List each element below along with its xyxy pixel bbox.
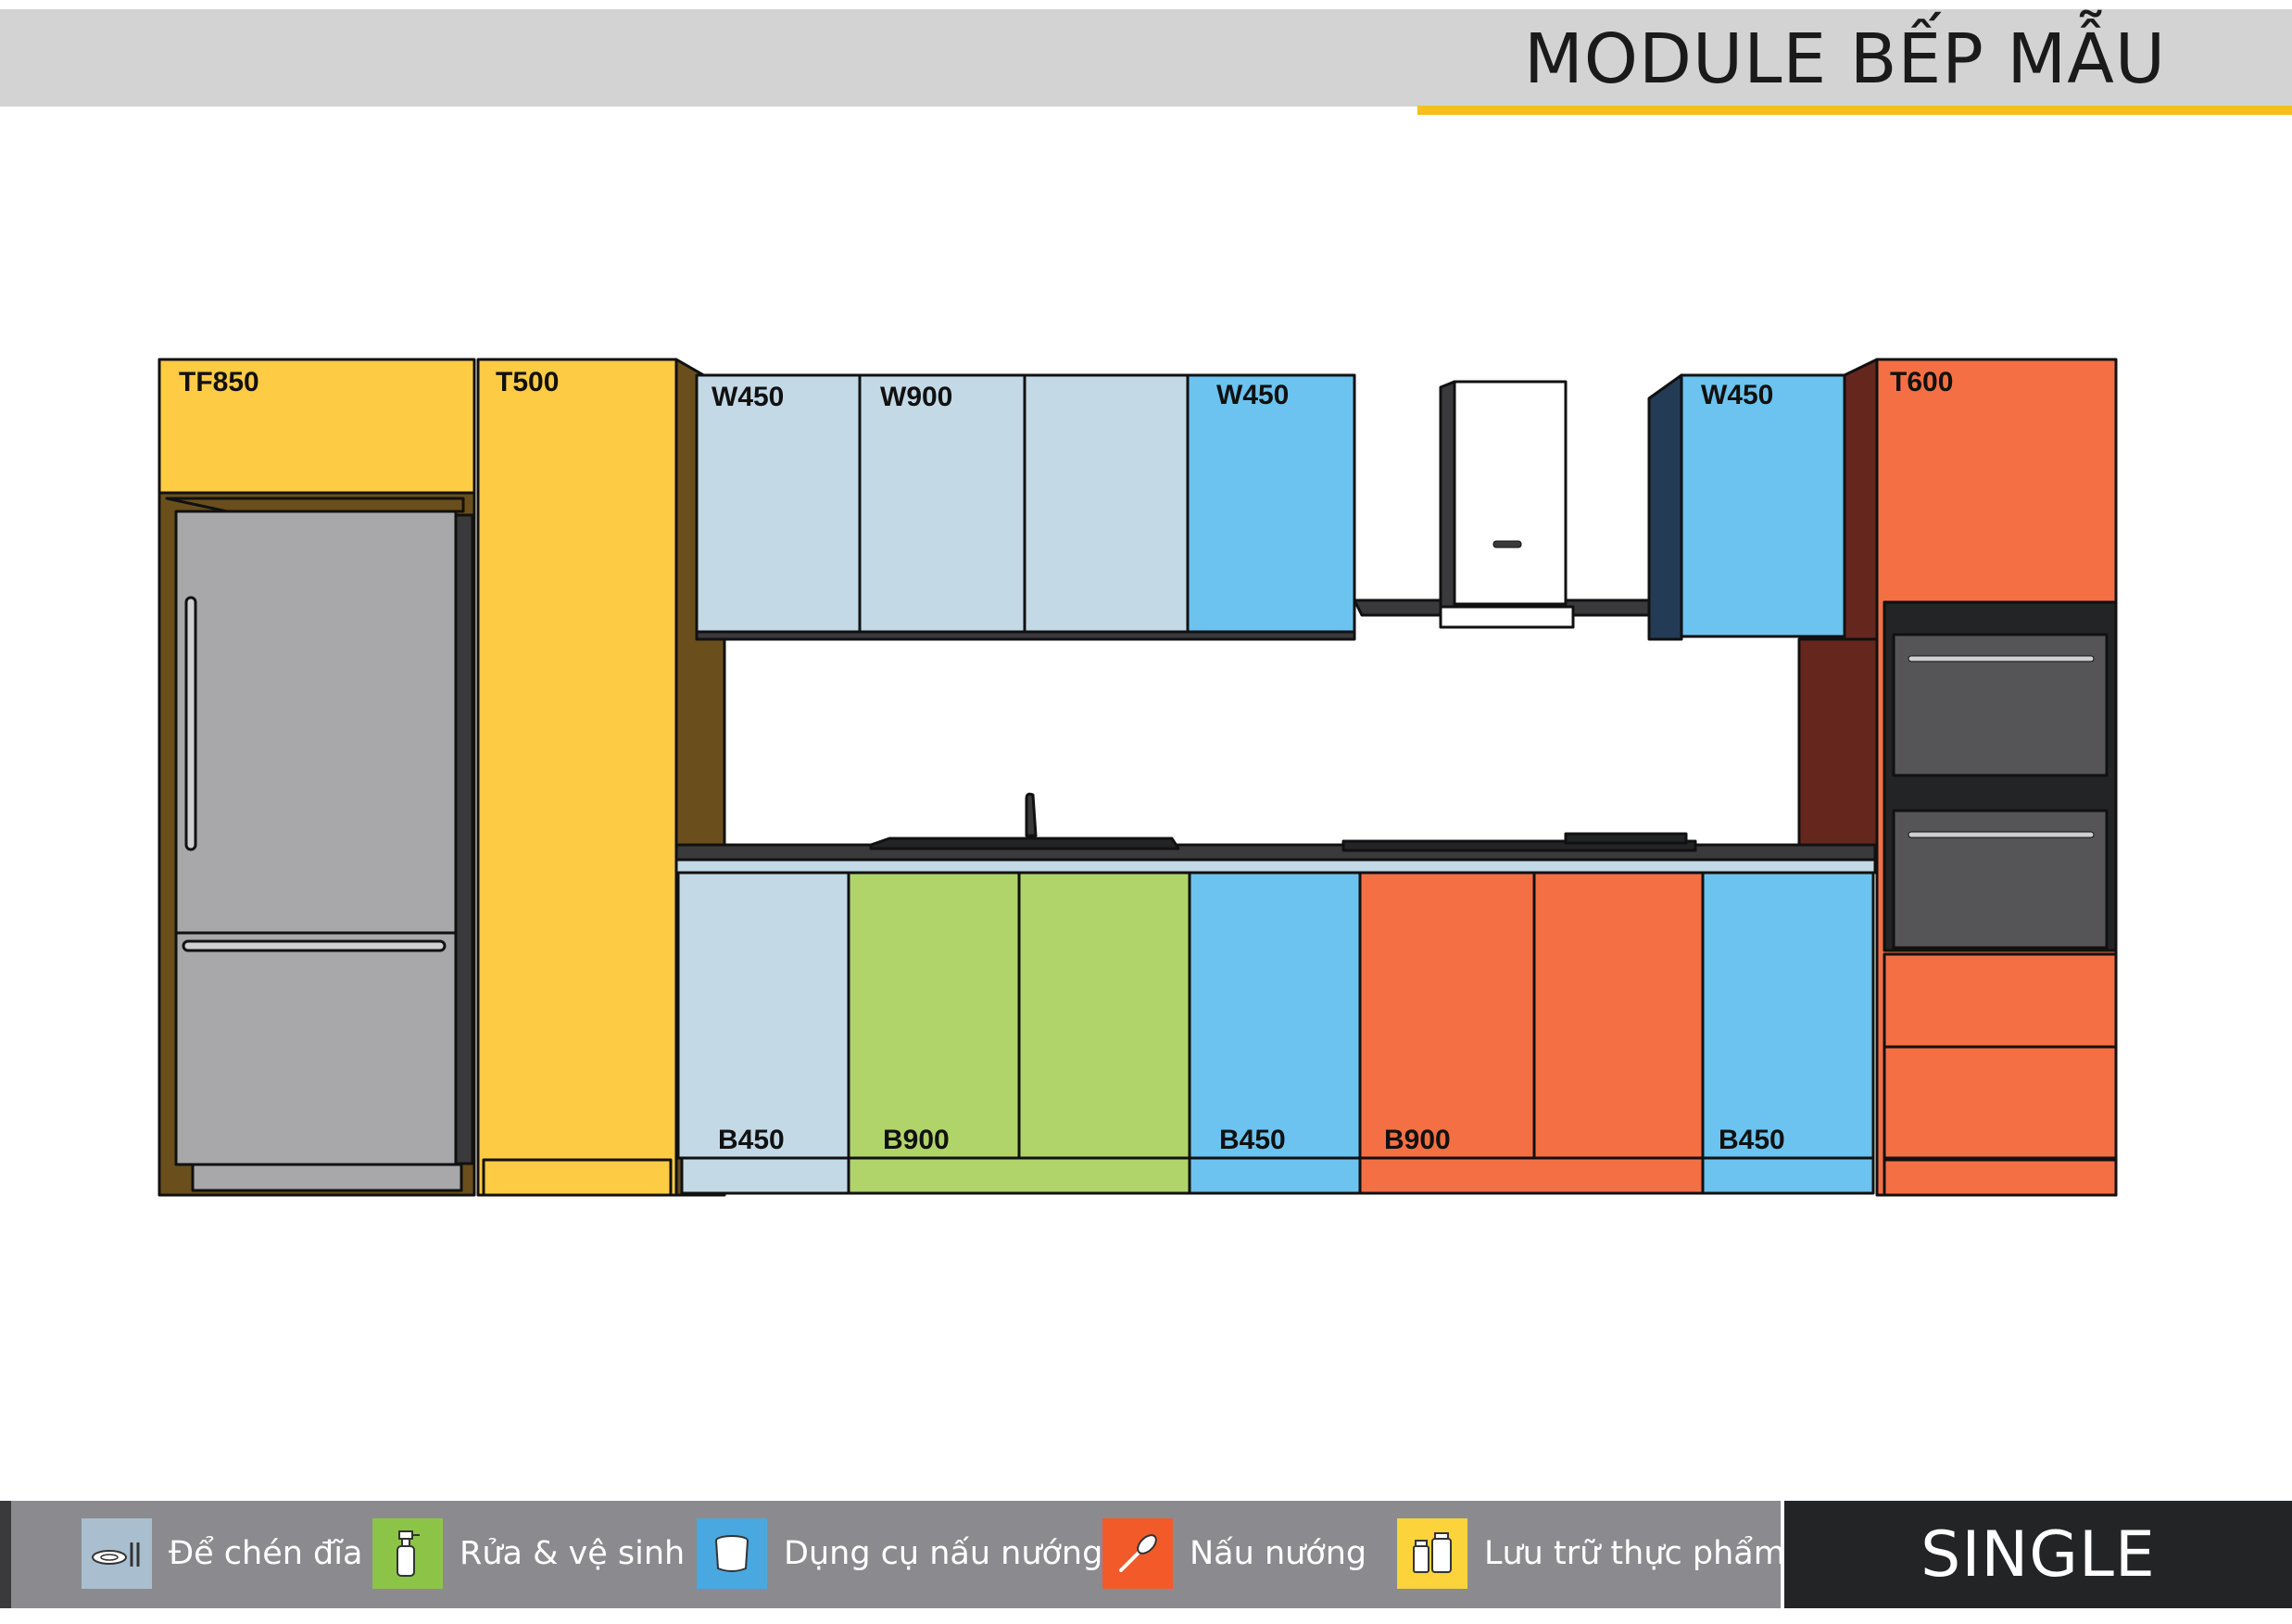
module-label-b450-a: B450 <box>718 1125 785 1155</box>
legend-bar <box>0 1501 1781 1608</box>
base-cabinets <box>676 871 1875 1195</box>
module-label-b450-b: B450 <box>1219 1125 1286 1155</box>
legend-label: Để chén đĩa <box>169 1535 363 1572</box>
badge-label: SINGLE <box>1920 1517 2156 1592</box>
whisk-icon <box>1102 1518 1173 1589</box>
legend-item-food-storage: Lưu trữ thực phẩm <box>1397 1518 1785 1589</box>
legend-label: Dụng cụ nấu nướng <box>784 1535 1103 1572</box>
tall-unit-tf850 <box>157 358 476 1197</box>
legend-bar-edge <box>0 1501 11 1608</box>
module-label-b900-a: B900 <box>883 1125 950 1155</box>
page-title: MODULE BẾP MẪU <box>1523 19 2166 99</box>
range-hood <box>1353 380 1684 629</box>
module-label-b450-c: B450 <box>1719 1125 1785 1155</box>
legend-label: Nấu nướng <box>1190 1535 1367 1572</box>
module-label-w900: W900 <box>880 382 952 412</box>
module-label-b900-b: B900 <box>1384 1125 1451 1155</box>
pot-icon <box>697 1518 767 1589</box>
legend-item-washing: Rửa & vệ sinh <box>372 1518 685 1589</box>
header-accent-line <box>1417 106 2292 115</box>
countertop <box>674 792 1877 875</box>
module-label-t500: T500 <box>496 367 559 397</box>
legend-item-cooking-tools: Dụng cụ nấu nướng <box>697 1518 1102 1589</box>
wall-cabinet-right <box>1647 358 1879 863</box>
dish-icon <box>82 1518 152 1589</box>
module-label-tf850: TF850 <box>179 367 259 397</box>
legend-item-dish-storage: Để chén đĩa <box>82 1518 362 1589</box>
kitchen-elevation-diagram: TF850 T500 W450 W900 W450 W450 T600 B450… <box>157 358 2118 1197</box>
jars-icon <box>1397 1518 1467 1589</box>
module-label-t600: T600 <box>1890 367 1953 397</box>
layout-type-badge: SINGLE <box>1784 1501 2292 1608</box>
legend-label: Lưu trữ thực phẩm <box>1484 1535 1785 1572</box>
module-label-w450-c: W450 <box>1701 380 1773 410</box>
tall-unit-t600 <box>1875 358 2118 1197</box>
wall-cabinets-left <box>695 373 1356 641</box>
module-label-w450-b: W450 <box>1216 380 1289 410</box>
legend-item-cooking: Nấu nướng <box>1102 1518 1366 1589</box>
module-label-w450-a: W450 <box>712 382 784 412</box>
spray-bottle-icon <box>372 1518 443 1589</box>
header-bar <box>0 9 2292 107</box>
legend-label: Rửa & vệ sinh <box>460 1535 686 1572</box>
